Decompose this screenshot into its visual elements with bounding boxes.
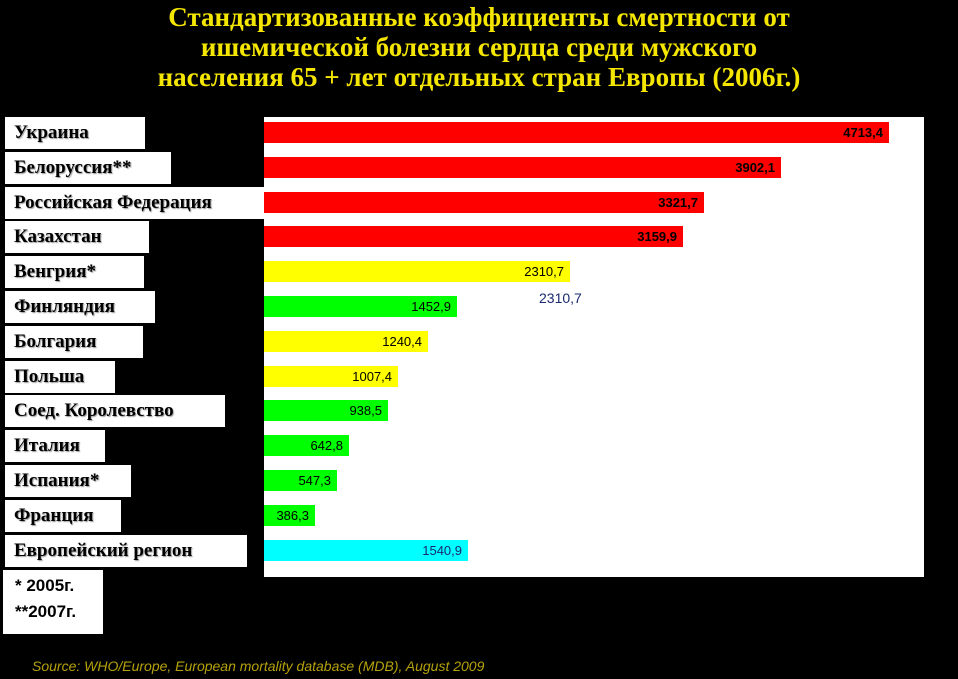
bar-value-label: 1240,4: [382, 334, 422, 349]
bar-value-label: 4713,4: [843, 125, 883, 140]
bar-value-label: 3321,7: [658, 195, 698, 210]
category-label: Италия: [5, 430, 105, 462]
bar-value-label: 642,8: [310, 438, 343, 453]
category-label: Франция: [5, 500, 121, 532]
category-label: Болгария: [5, 326, 143, 358]
footnote-2005: * 2005г.: [15, 576, 75, 595]
bar: [264, 157, 781, 178]
title-line-1: Стандартизованные коэффициенты смертност…: [168, 2, 790, 32]
bar-value-label: 1452,9: [411, 299, 451, 314]
footnote-2007: **2007г.: [15, 602, 77, 621]
bar-value-label: 1007,4: [352, 369, 392, 384]
bar-value-label: 547,3: [298, 473, 331, 488]
bar-value-label: 3902,1: [735, 160, 775, 175]
category-label: Финляндия: [5, 291, 155, 323]
bar: [264, 296, 457, 317]
category-label: Казахстан: [5, 221, 149, 253]
category-label: Российская Федерация: [5, 187, 266, 219]
bar: [264, 192, 704, 213]
title-line-3: населения 65 + лет отдельных стран Европ…: [157, 62, 801, 92]
category-label: Европейский регион: [5, 535, 247, 567]
bar-value-label: 1540,9: [422, 543, 462, 558]
bar-value-label: 938,5: [349, 403, 382, 418]
bar-value-label: 2310,7: [524, 264, 564, 279]
title-line-2: ишемической болезни сердца среди мужског…: [200, 32, 758, 62]
bar: [264, 226, 683, 247]
chart-title: Стандартизованные коэффициенты смертност…: [0, 2, 958, 92]
category-label: Белоруссия**: [5, 152, 171, 184]
bar: [264, 540, 468, 561]
bar: [264, 366, 398, 387]
category-label: Украина: [5, 117, 145, 149]
bar-value-label: 386,3: [276, 508, 309, 523]
bar: [264, 122, 889, 143]
category-label: Испания*: [5, 465, 131, 497]
bar: [264, 261, 570, 282]
source-note: Source: WHO/Europe, European mortality d…: [32, 658, 485, 674]
bar-value-label: 3159,9: [637, 229, 677, 244]
category-label: Соед. Королевство: [5, 395, 225, 427]
bar: [264, 331, 428, 352]
bar: [264, 400, 388, 421]
category-label: Венгрия*: [5, 256, 144, 288]
footnotes: * 2005г. **2007г.: [3, 570, 103, 634]
bar: [264, 435, 349, 456]
bar: [264, 505, 315, 526]
bar: [264, 470, 337, 491]
category-label: Польша: [5, 361, 115, 393]
floating-value-label: 2310,7: [539, 290, 582, 306]
